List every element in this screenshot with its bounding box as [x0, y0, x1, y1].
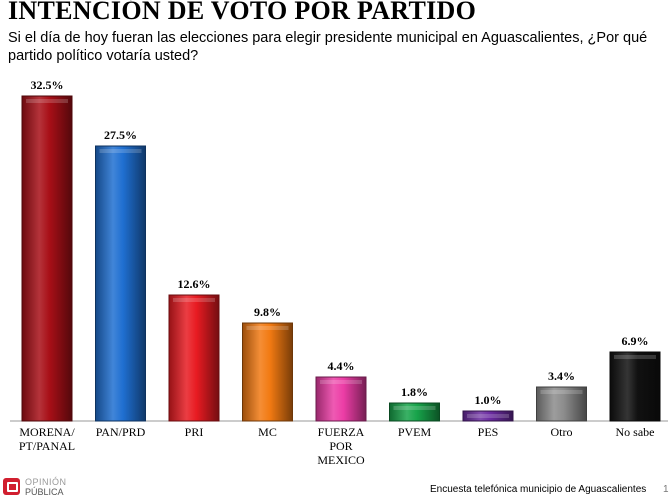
category-label: PRI: [185, 425, 204, 439]
footer-source: Encuesta telefónica municipio de Aguasca…: [430, 484, 647, 495]
chart-title: INTENCIÓN DE VOTO POR PARTIDO: [8, 0, 477, 25]
logo-mark-icon: [3, 478, 20, 495]
category-label: PES: [478, 425, 499, 439]
bar-highlight: [540, 390, 583, 394]
bar-highlight: [173, 298, 215, 302]
category-label: FUERZA POR MEXICO: [317, 425, 365, 467]
bar-highlight: [393, 406, 436, 410]
data-label: 1.0%: [475, 393, 502, 407]
data-label: 32.5%: [31, 78, 64, 92]
category-label-line: PRI: [185, 425, 204, 439]
data-label: 12.6%: [178, 277, 211, 291]
bar: [315, 376, 367, 422]
data-label: 4.4%: [328, 359, 355, 373]
bar-group: 6.9% No sabe: [609, 334, 661, 439]
category-label-line: POR: [329, 439, 352, 453]
bar-highlight: [467, 414, 509, 418]
category-label-line: FUERZA: [318, 425, 365, 439]
bar: [609, 351, 661, 422]
category-label-line: PVEM: [398, 425, 432, 439]
bar: [242, 322, 293, 422]
bar-highlight: [320, 380, 362, 384]
bar-highlight: [26, 99, 68, 103]
category-label: MC: [258, 425, 277, 439]
category-label: PAN/PRD: [96, 425, 146, 439]
category-label: Otro: [551, 425, 573, 439]
bar: [21, 95, 73, 422]
bar: [95, 145, 146, 422]
data-label: 6.9%: [622, 334, 649, 348]
bar: [168, 294, 220, 422]
page-number: 1: [663, 484, 669, 495]
bar-group: 27.5% PAN/PRD: [95, 128, 146, 439]
bar-highlight: [99, 149, 142, 153]
category-label: MORENA/PT/PANAL: [19, 425, 75, 453]
bar-group: 3.4% Otro: [536, 369, 587, 439]
category-label-line: MORENA/: [19, 425, 75, 439]
bar: [536, 386, 587, 422]
category-label-line: MEXICO: [317, 453, 365, 467]
category-label-line: No sabe: [616, 425, 655, 439]
bar: [462, 410, 514, 422]
data-label: 1.8%: [401, 385, 428, 399]
category-label-line: PAN/PRD: [96, 425, 146, 439]
bar: [389, 402, 440, 422]
bar-group: 32.5% MORENA/PT/PANAL: [19, 78, 75, 453]
bar-group: 1.8% PVEM: [389, 385, 440, 439]
bar-highlight: [246, 326, 289, 330]
category-label: No sabe: [616, 425, 655, 439]
bar-group: 1.0% PES: [462, 393, 514, 439]
category-label-line: MC: [258, 425, 277, 439]
bar-group: 4.4% FUERZA POR MEXICO: [315, 359, 367, 467]
data-label: 3.4%: [548, 369, 575, 383]
category-label: PVEM: [398, 425, 432, 439]
bar-highlight: [614, 355, 656, 359]
category-label-line: PT/PANAL: [19, 439, 75, 453]
logo-line2: PÚBLICA: [25, 487, 64, 497]
bar-group: 9.8% MC: [242, 305, 293, 439]
data-label: 27.5%: [104, 128, 137, 142]
category-label-line: PES: [478, 425, 499, 439]
opinion-publica-logo: OPINIÓN PÚBLICA: [3, 477, 83, 499]
data-label: 9.8%: [254, 305, 281, 319]
category-label-line: Otro: [551, 425, 573, 439]
bar-group: 12.6% PRI: [168, 277, 220, 439]
logo-line1: OPINIÓN: [25, 477, 67, 487]
chart-subtitle: Si el día de hoy fueran las elecciones p…: [8, 30, 648, 64]
